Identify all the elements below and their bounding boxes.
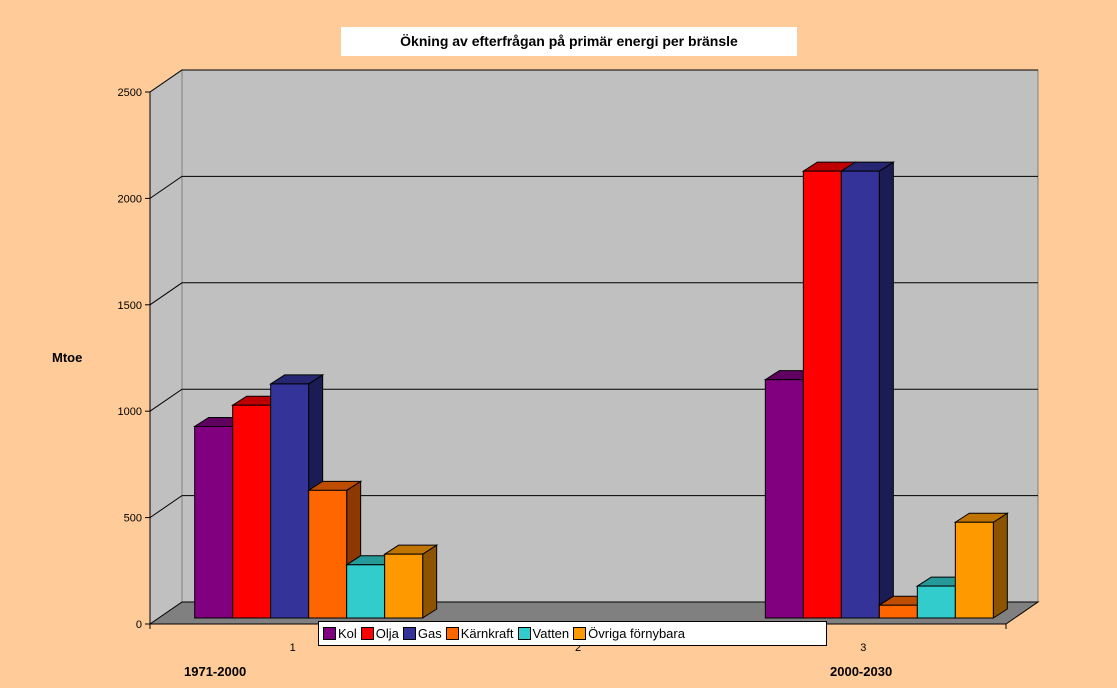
x-tick-label: 2 <box>575 642 581 654</box>
bar-vatten-1 <box>346 564 386 619</box>
x-tick-label: 1 <box>290 642 296 654</box>
bar-kol-1 <box>194 425 234 619</box>
bar-gas-3 <box>840 170 880 619</box>
legend-item: Kärnkraft <box>445 626 514 641</box>
bar-olja-3 <box>802 170 842 619</box>
bar-k-rnkraft-1 <box>308 489 348 619</box>
x-tick-label: 3 <box>860 642 866 654</box>
legend-label: Kol <box>338 626 357 641</box>
y-tick-label: 2000 <box>118 193 142 205</box>
bar-side <box>878 161 894 619</box>
bar-vatten-3 <box>916 585 956 619</box>
legend-swatch <box>445 627 459 640</box>
legend-swatch <box>360 627 374 640</box>
legend-item: Olja <box>360 626 399 641</box>
legend-label: Gas <box>417 626 442 641</box>
bar--vriga-f-rnybara-3 <box>954 521 994 619</box>
bar--vriga-f-rnybara-1 <box>384 553 424 619</box>
bar-gas-1 <box>270 383 310 619</box>
category-name-3: 2000-2030 <box>830 664 893 679</box>
y-tick-label: 0 <box>136 619 142 631</box>
legend-swatch <box>323 627 336 640</box>
y-tick-label: 1500 <box>118 300 142 312</box>
legend-swatch <box>573 627 587 640</box>
plot-side-wall <box>149 69 183 625</box>
legend-swatch <box>402 627 416 640</box>
legend-item: Vatten <box>517 626 570 641</box>
category-name-1: 1971-2000 <box>184 664 247 679</box>
bar-olja-1 <box>232 404 272 619</box>
gridline <box>149 495 1038 519</box>
y-tick-label: 1000 <box>118 406 142 418</box>
legend-label: Vatten <box>532 626 570 641</box>
bar-side <box>992 512 1008 619</box>
gridline <box>149 175 1038 199</box>
bar-side <box>422 544 438 619</box>
y-tick-label: 2500 <box>118 87 142 99</box>
legend-label: Övriga förnybara <box>588 626 685 641</box>
legend-item: Kol <box>323 626 357 641</box>
legend-label: Olja <box>375 626 399 641</box>
y-tick-label: 500 <box>124 513 142 525</box>
legend-item: Gas <box>402 626 442 641</box>
legend-item: Övriga förnybara <box>573 626 685 641</box>
bar-k-rnkraft-3 <box>878 604 918 619</box>
gridline <box>149 69 1038 93</box>
bar-kol-3 <box>764 379 804 619</box>
legend-label: Kärnkraft <box>460 626 514 641</box>
gridline <box>149 388 1038 412</box>
chart-legend: Kol Olja Gas Kärnkraft Vatten Övriga förnybar… <box>318 621 827 646</box>
legend-swatch <box>517 627 531 640</box>
y-axis-label: Mtoe <box>52 350 83 365</box>
chart-title: Ökning av efterfrågan på primär energi p… <box>341 27 797 56</box>
gridline <box>149 282 1038 306</box>
